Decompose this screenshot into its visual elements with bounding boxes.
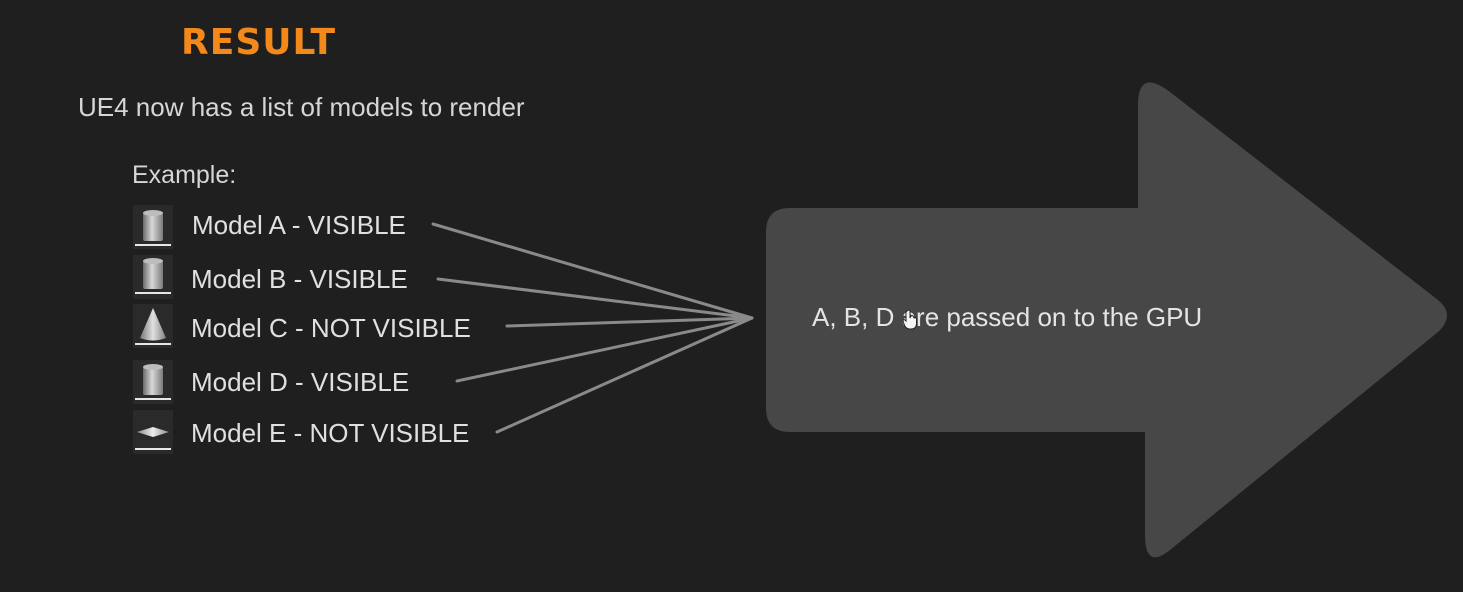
connector-line-b xyxy=(436,277,754,320)
model-label: Model B - VISIBLE xyxy=(191,264,408,294)
slide-title: RESULT xyxy=(181,22,337,63)
cone-icon xyxy=(133,304,173,348)
example-label: Example: xyxy=(132,161,237,189)
model-label: Model C - NOT VISIBLE xyxy=(191,313,471,343)
connector-line-c xyxy=(505,316,754,328)
arrow-text: A, B, D are passed on to the GPU xyxy=(812,302,1203,332)
slide-subtitle: UE4 now has a list of models to render xyxy=(78,92,525,122)
model-label: Model A - VISIBLE xyxy=(192,210,406,240)
cylinder-icon xyxy=(133,205,173,249)
model-label: Model E - NOT VISIBLE xyxy=(191,418,470,448)
plane-icon xyxy=(133,410,173,454)
cylinder-icon xyxy=(133,255,173,299)
connector-line-e xyxy=(495,316,754,434)
cylinder-icon xyxy=(133,360,173,404)
connector-line-a xyxy=(431,222,754,320)
connector-line-d xyxy=(455,316,754,383)
model-label: Model D - VISIBLE xyxy=(191,367,410,397)
hand-cursor-icon xyxy=(902,309,917,330)
